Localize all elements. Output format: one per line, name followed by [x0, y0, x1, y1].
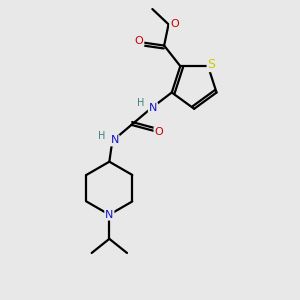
Text: H: H: [98, 131, 106, 141]
Text: N: N: [110, 136, 119, 146]
Text: H: H: [136, 98, 144, 108]
Text: O: O: [135, 36, 143, 46]
Text: O: O: [170, 20, 179, 29]
Text: O: O: [154, 127, 163, 137]
Text: N: N: [149, 103, 157, 113]
Text: S: S: [208, 58, 215, 71]
Text: N: N: [105, 210, 113, 220]
